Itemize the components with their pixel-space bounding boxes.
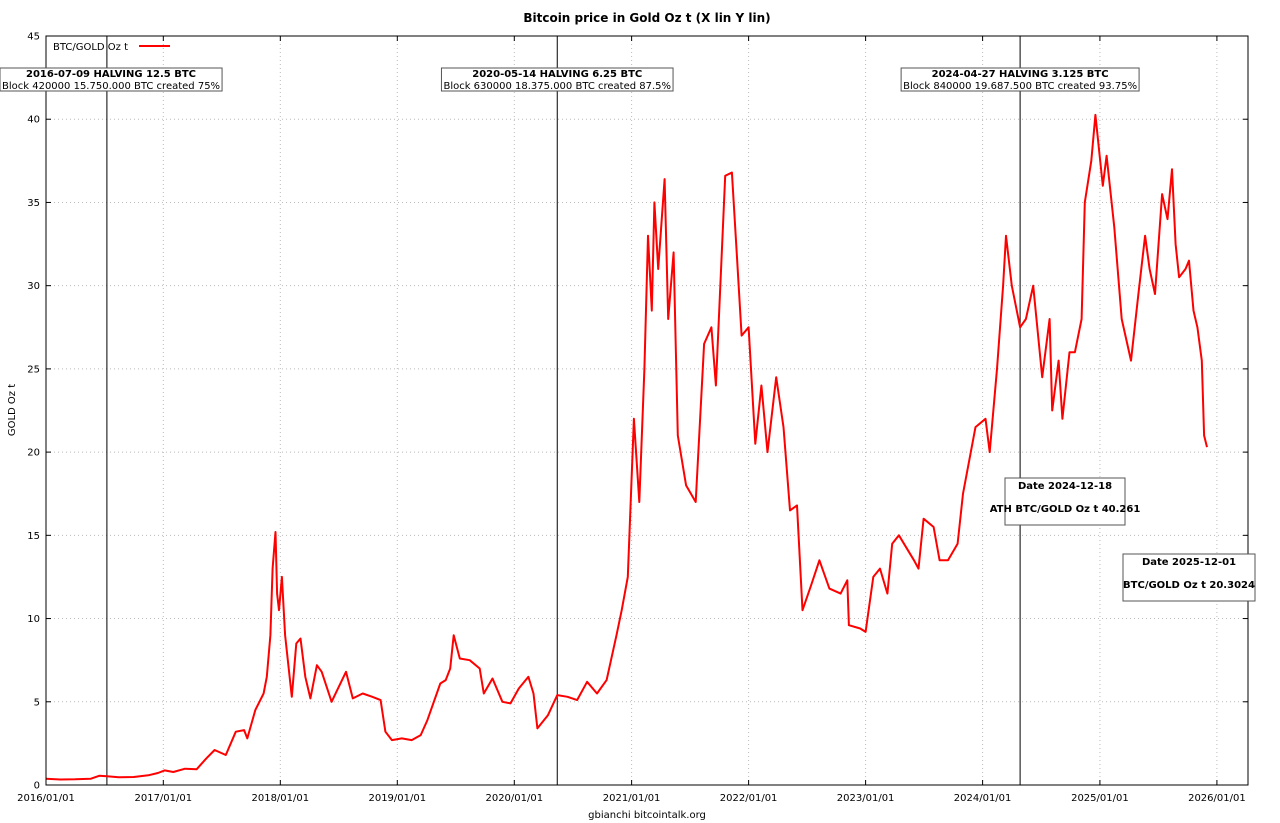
grid	[46, 36, 1248, 785]
x-tick-label: 2019/01/01	[368, 793, 426, 804]
halving-title: 2020-05-14 HALVING 6.25 BTC	[472, 69, 642, 80]
y-tick-label: 40	[27, 115, 40, 126]
y-tick-label: 30	[27, 281, 40, 292]
plot-frame	[45, 35, 1249, 786]
halving-label-box	[0, 67, 223, 92]
chart-title: Bitcoin price in Gold Oz t (X lin Y lin)	[523, 11, 770, 25]
legend-label: BTC/GOLD Oz t	[53, 42, 128, 53]
x-tick-label: 2022/01/01	[720, 793, 778, 804]
x-tick-label: 2023/01/01	[837, 793, 895, 804]
y-tick-label: 45	[27, 32, 40, 43]
x-tick-label: 2020/01/01	[485, 793, 543, 804]
y-tick-label: 10	[27, 614, 40, 625]
x-tick-label: 2021/01/01	[603, 793, 661, 804]
y-tick-label: 25	[27, 364, 40, 375]
halving-title: 2016-07-09 HALVING 12.5 BTC	[26, 69, 196, 80]
info-annotation-line1: Date 2025-12-01	[1142, 557, 1236, 568]
y-axis-label: GOLD Oz t	[7, 384, 18, 436]
halving-subtitle: Block 840000 19.687.500 BTC created 93.7…	[903, 81, 1137, 92]
info-annotation: Date 2025-12-01 BTC/GOLD Oz t 20.3024	[1122, 553, 1256, 602]
x-tick-label: 2026/01/01	[1188, 793, 1246, 804]
info-annotation-box	[1004, 477, 1126, 526]
halving-subtitle: Block 630000 18.375.000 BTC created 87.5…	[443, 81, 671, 92]
legend: BTC/GOLD Oz t	[53, 42, 170, 53]
x-axis-label: gbianchi bitcointalk.org	[588, 810, 706, 821]
info-annotation: Date 2024-12-18 ATH BTC/GOLD Oz t 40.261	[990, 477, 1141, 526]
info-annotation-line2: BTC/GOLD Oz t 20.3024	[1123, 580, 1255, 591]
x-tick-label: 2025/01/01	[1071, 793, 1129, 804]
axis-ticks: 0 5 10 15 20 25 30 35 40 45 2016/01/01 2017/01/01 20…	[17, 32, 1248, 804]
y-tick-label: 20	[27, 448, 40, 459]
halving-label-box	[440, 67, 674, 92]
info-annotation-box	[1122, 553, 1256, 602]
info-annotation-line1: Date 2024-12-18	[1018, 481, 1112, 492]
info-annotation-line2: ATH BTC/GOLD Oz t 40.261	[990, 504, 1141, 515]
halving-title: 2024-04-27 HALVING 3.125 BTC	[932, 69, 1109, 80]
y-tick-label: 15	[27, 531, 40, 542]
x-tick-label: 2024/01/01	[954, 793, 1012, 804]
x-tick-label: 2017/01/01	[134, 793, 192, 804]
x-tick-label: 2016/01/01	[17, 793, 75, 804]
series-line-btc-gold	[45, 113, 1208, 781]
halving-label-box	[900, 67, 1140, 92]
y-tick-label: 5	[34, 697, 40, 708]
halving-subtitle: Block 420000 15.750.000 BTC created 75%	[2, 81, 220, 92]
y-tick-label: 35	[27, 198, 40, 209]
x-tick-label: 2018/01/01	[251, 793, 309, 804]
y-tick-label: 0	[34, 781, 40, 792]
halving-lines	[106, 36, 1021, 785]
